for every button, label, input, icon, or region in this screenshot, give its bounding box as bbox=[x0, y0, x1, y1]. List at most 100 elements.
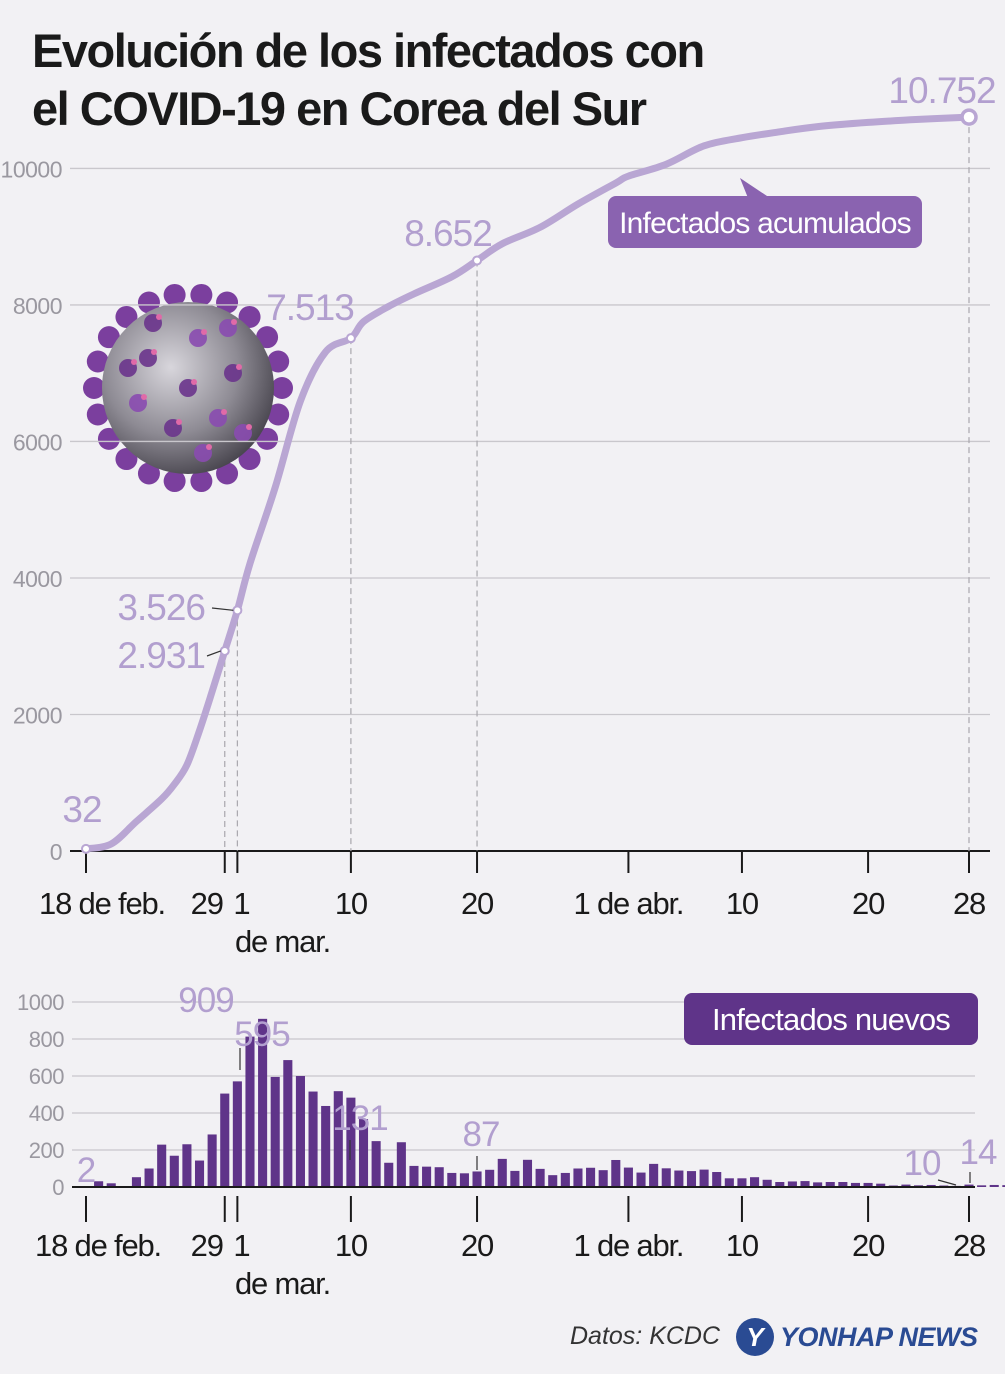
virus-spike-head bbox=[137, 291, 160, 314]
bar bbox=[989, 1184, 999, 1187]
y-tick-label: 4000 bbox=[13, 566, 62, 592]
bar bbox=[838, 1182, 848, 1187]
virus-spike-head bbox=[163, 470, 186, 493]
bar bbox=[750, 1177, 760, 1187]
bar bbox=[649, 1163, 659, 1187]
bar bbox=[548, 1175, 558, 1187]
bar bbox=[775, 1182, 785, 1187]
bar bbox=[712, 1172, 722, 1187]
y-tick-label: 0 bbox=[50, 839, 62, 865]
bar bbox=[825, 1182, 835, 1187]
bar bbox=[258, 1018, 268, 1187]
data-label: 7.513 bbox=[266, 287, 354, 328]
bar bbox=[661, 1168, 671, 1187]
bar bbox=[232, 1081, 242, 1187]
virus-spike-head bbox=[256, 326, 279, 349]
virus-surface-dot bbox=[206, 444, 212, 450]
bar bbox=[346, 1097, 356, 1187]
x-tick-label: 20 bbox=[852, 1228, 885, 1263]
bar bbox=[295, 1076, 305, 1187]
x-month-label: de mar. bbox=[235, 924, 330, 959]
virus-surface-dot bbox=[156, 314, 162, 320]
bar bbox=[144, 1168, 154, 1187]
virus-spike-head bbox=[137, 462, 160, 485]
bar bbox=[182, 1144, 192, 1187]
x-tick-label: 1 bbox=[233, 1228, 249, 1263]
badge-cumulative bbox=[608, 196, 922, 248]
yonhap-logo-icon: Y bbox=[736, 1318, 774, 1356]
cumulative-line-chart: 0 2000 4000 6000 8000 10000 18 de feb. 29 1 10 20 1… bbox=[1, 70, 997, 959]
x-tick-label: 1 de abr. bbox=[573, 1228, 683, 1263]
x-tick-label: 29 bbox=[191, 1228, 223, 1263]
bar bbox=[333, 1091, 343, 1187]
virus-spike-head bbox=[86, 403, 109, 426]
y-tick-label: 600 bbox=[29, 1064, 64, 1089]
bar bbox=[497, 1158, 507, 1187]
x-tick-label: 20 bbox=[461, 886, 494, 921]
badge-pointer bbox=[740, 178, 770, 198]
virus-surface-dot bbox=[231, 319, 237, 325]
virus-spike-head bbox=[256, 427, 279, 450]
data-label: 10.752 bbox=[888, 70, 995, 111]
bar bbox=[157, 1144, 167, 1187]
bar bbox=[131, 1177, 141, 1187]
y-tick-label: 0 bbox=[52, 1175, 64, 1200]
data-label: 10 bbox=[904, 1144, 941, 1183]
virus-spike-head bbox=[97, 326, 120, 349]
bar bbox=[270, 1076, 280, 1187]
bar bbox=[106, 1183, 116, 1187]
chart-title-line-2: el COVID-19 en Corea del Sur bbox=[32, 82, 647, 135]
bar bbox=[737, 1178, 747, 1187]
bar bbox=[863, 1182, 873, 1187]
bar bbox=[573, 1168, 583, 1187]
bar bbox=[926, 1184, 936, 1187]
bar bbox=[560, 1172, 570, 1187]
bar bbox=[283, 1060, 293, 1187]
bar bbox=[94, 1181, 104, 1187]
y-tick-label: 8000 bbox=[13, 293, 62, 319]
data-label: 909 bbox=[178, 981, 233, 1020]
bar bbox=[876, 1183, 886, 1187]
virus-spike-head bbox=[271, 377, 293, 399]
bar bbox=[371, 1141, 381, 1187]
bar bbox=[674, 1170, 684, 1187]
yonhap-logo: Y YONHAP NEWS bbox=[736, 1312, 978, 1362]
data-label: 2.931 bbox=[117, 635, 205, 676]
data-source: Datos: KCDC bbox=[570, 1322, 721, 1350]
virus-surface-dot bbox=[236, 364, 242, 370]
data-point bbox=[232, 605, 243, 616]
bar bbox=[699, 1169, 709, 1187]
series-label-new: Infectados nuevos bbox=[712, 1002, 950, 1037]
data-label: 131 bbox=[332, 1099, 387, 1138]
virus-spike-head bbox=[216, 462, 239, 485]
virus-spike-head bbox=[115, 305, 138, 328]
y-tick-label: 800 bbox=[29, 1027, 64, 1052]
y-tick-label: 200 bbox=[29, 1138, 64, 1163]
virus-surface-dot bbox=[221, 409, 227, 415]
virus-spike-head bbox=[267, 350, 290, 373]
bar bbox=[459, 1173, 469, 1187]
x-tick-label: 29 bbox=[191, 886, 223, 921]
yonhap-logo-text: YONHAP NEWS bbox=[780, 1321, 978, 1352]
badge-new bbox=[684, 993, 978, 1045]
bar bbox=[384, 1162, 394, 1187]
virus-surface-dot bbox=[176, 419, 182, 425]
virus-spike-head bbox=[267, 403, 290, 426]
data-label: 32 bbox=[62, 789, 101, 830]
bar bbox=[724, 1178, 734, 1187]
y-tick-label: 2000 bbox=[13, 702, 62, 728]
bar bbox=[611, 1159, 621, 1187]
virus-spike-head bbox=[238, 305, 261, 328]
virus-spike-head bbox=[216, 291, 239, 314]
bar bbox=[813, 1182, 823, 1187]
leader-line bbox=[206, 650, 221, 657]
data-point bbox=[345, 333, 356, 344]
virus-spike-head bbox=[115, 448, 138, 471]
bar bbox=[510, 1170, 520, 1187]
bar bbox=[434, 1167, 444, 1187]
virus-illustration bbox=[83, 283, 293, 493]
bar bbox=[762, 1179, 772, 1187]
x-tick-label: 1 bbox=[233, 886, 249, 921]
bar bbox=[800, 1181, 810, 1187]
virus-spike-head bbox=[190, 470, 213, 493]
